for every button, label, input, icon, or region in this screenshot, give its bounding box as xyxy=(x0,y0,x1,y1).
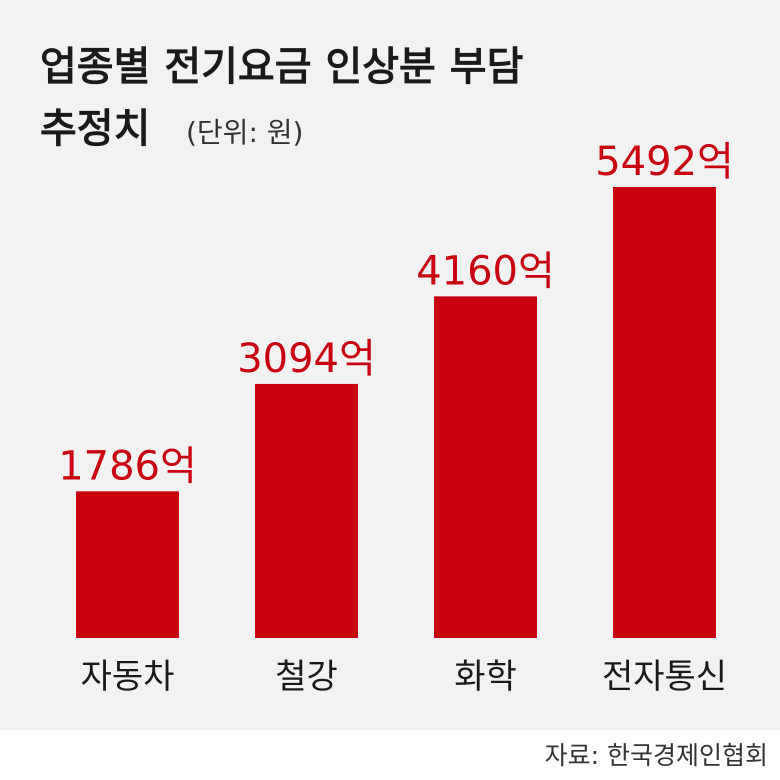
bar xyxy=(76,491,179,638)
x-tick-label: 전자통신 xyxy=(602,657,727,697)
x-tick-label: 화학 xyxy=(454,657,517,697)
bar xyxy=(613,187,716,638)
chart-title: 업종별 전기요금 인상분 부담 xyxy=(40,44,524,90)
x-tick-label: 자동차 xyxy=(81,657,175,697)
bar xyxy=(434,296,537,638)
value-label: 1786억 xyxy=(58,443,197,489)
value-label: 5492억 xyxy=(595,139,734,185)
unit-label: (단위: 원) xyxy=(186,116,303,149)
x-tick-label: 철강 xyxy=(275,657,338,697)
source: 자료: 한국경제인협회 xyxy=(545,741,768,770)
value-label: 3094억 xyxy=(237,336,376,382)
chart-title: 추정치 xyxy=(40,106,150,152)
value-label: 4160억 xyxy=(416,248,555,294)
bar xyxy=(255,383,358,638)
